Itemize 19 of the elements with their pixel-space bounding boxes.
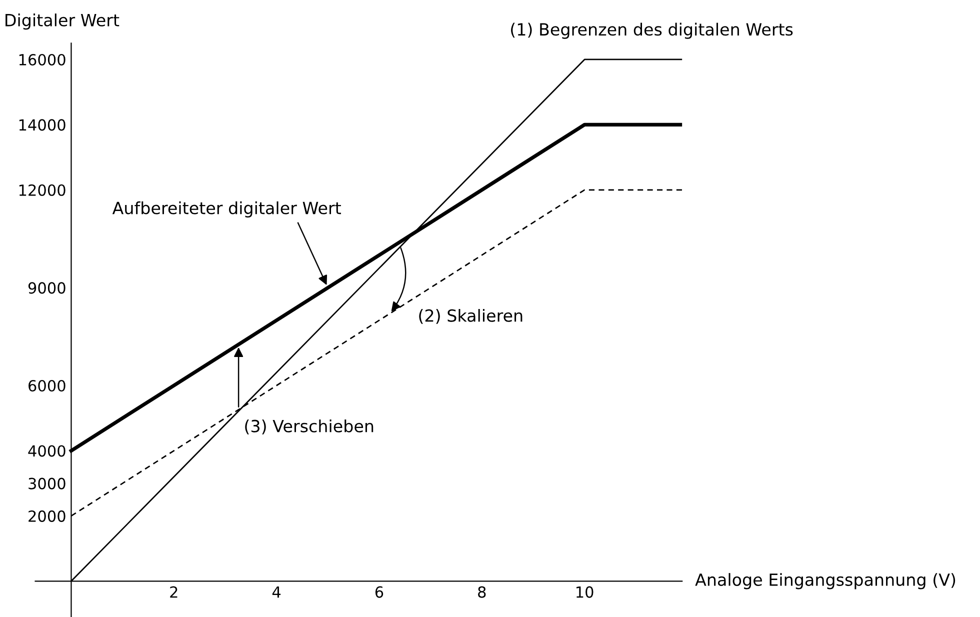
x-tick-label: 10	[576, 586, 594, 598]
y-tick-label: 4000	[28, 445, 66, 457]
text: (1) Begrenzen des digitalen Werts	[511, 22, 793, 39]
annotation: (2) Skalieren	[419, 308, 522, 324]
y-tick-label: 3000	[28, 478, 66, 490]
y-tick-label: 12000	[19, 184, 66, 196]
y-tick-label: 6000	[28, 380, 66, 392]
x-axis-title: Analoge Eingangsspannung (V)	[695, 573, 956, 590]
x-tick-label: 4	[272, 586, 281, 598]
y-axis-title: Digitaler Wert	[6, 14, 120, 30]
x-tick-label: 8	[478, 586, 486, 598]
x-tick-label: 2	[170, 586, 178, 598]
y-tick-label: 16000	[19, 54, 66, 66]
x-tick-label: 6	[375, 586, 384, 598]
annotation: (3) Verschieben	[245, 420, 374, 434]
annotation: Aufbereiteter digitaler Wert	[112, 201, 341, 218]
y-tick-label: 14000	[19, 119, 66, 131]
y-tick-label: 9000	[28, 282, 66, 294]
y-tick-label: 2000	[28, 510, 66, 522]
